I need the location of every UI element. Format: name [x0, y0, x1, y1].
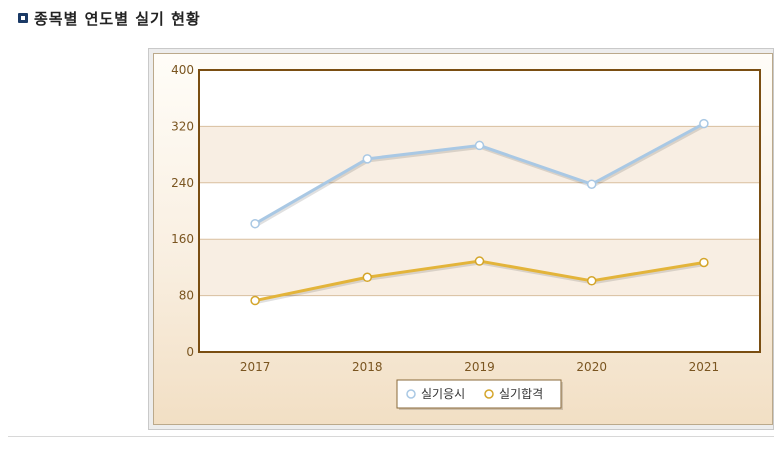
y-tick-label: 80 [179, 289, 194, 303]
x-tick-label: 2018 [352, 360, 383, 374]
y-tick-label: 0 [186, 345, 194, 359]
x-tick-label: 2017 [240, 360, 271, 374]
section-header: 종목별 연도별 실기 현황 [18, 7, 201, 29]
plot-area [199, 70, 760, 352]
plot-band [199, 126, 760, 183]
y-tick-label: 160 [171, 232, 194, 246]
data-point [250, 218, 260, 229]
data-point [474, 140, 485, 151]
data-point [586, 179, 597, 189]
plot-border [198, 69, 761, 353]
bullet-square-icon [18, 13, 28, 23]
y-tick-label: 320 [171, 119, 194, 133]
divider [8, 436, 774, 437]
data-point [362, 154, 373, 164]
data-point [699, 257, 709, 268]
data-point [586, 276, 597, 286]
legend-marker [484, 389, 494, 399]
x-tick-label: 2021 [689, 360, 720, 374]
legend-label: 실기합격 [499, 387, 543, 401]
legend-label: 실기응시 [421, 387, 465, 401]
section-title: 종목별 연도별 실기 현황 [34, 9, 201, 28]
x-tick-label: 2020 [576, 360, 607, 374]
data-point [474, 256, 485, 266]
y-tick-label: 400 [171, 63, 194, 77]
legend [396, 379, 562, 409]
x-tick-label: 2019 [464, 360, 495, 374]
data-point [250, 295, 260, 306]
data-point [362, 272, 373, 283]
legend-marker [406, 389, 416, 399]
y-tick-label: 240 [171, 176, 194, 190]
data-point [699, 118, 709, 129]
